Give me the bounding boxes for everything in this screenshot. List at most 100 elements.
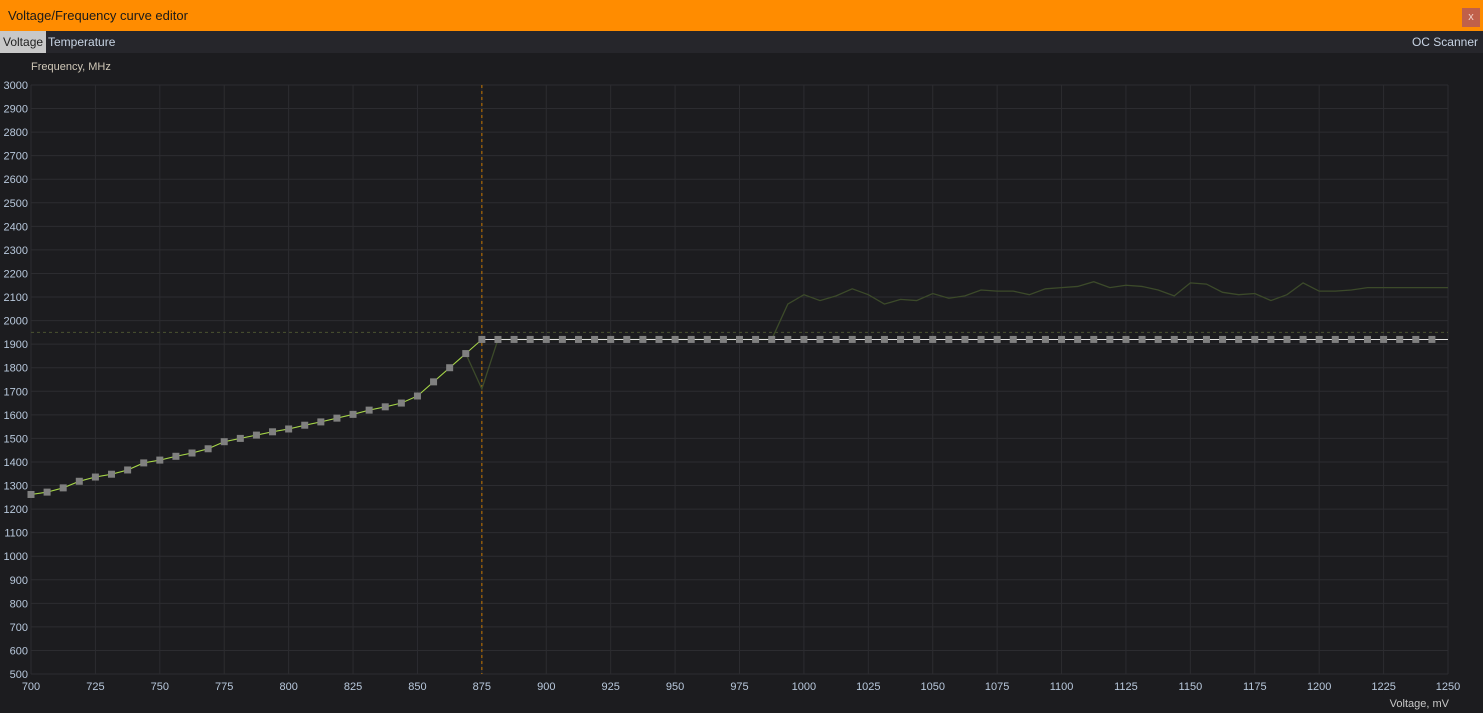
curve-point[interactable]: [832, 335, 840, 343]
curve-point[interactable]: [1380, 335, 1388, 343]
curve-point[interactable]: [27, 490, 35, 498]
curve-point[interactable]: [1315, 335, 1323, 343]
curve-point[interactable]: [655, 335, 663, 343]
curve-point[interactable]: [220, 438, 228, 446]
curve-point[interactable]: [848, 335, 856, 343]
curve-point[interactable]: [1251, 335, 1259, 343]
curve-point[interactable]: [1090, 335, 1098, 343]
curve-point[interactable]: [977, 335, 985, 343]
curve-point[interactable]: [607, 335, 615, 343]
curve-point[interactable]: [59, 484, 67, 492]
curve-point[interactable]: [687, 335, 695, 343]
curve-point[interactable]: [1122, 335, 1130, 343]
curve-point[interactable]: [1009, 335, 1017, 343]
curve-point[interactable]: [542, 335, 550, 343]
curve-point[interactable]: [1138, 335, 1146, 343]
curve-point[interactable]: [75, 477, 83, 485]
curve-point[interactable]: [510, 335, 518, 343]
curve-point[interactable]: [494, 335, 502, 343]
curve-point[interactable]: [381, 403, 389, 411]
y-tick-label: 3000: [4, 80, 28, 92]
curve-point[interactable]: [43, 488, 51, 496]
y-tick-label: 2600: [4, 174, 28, 186]
curve-point[interactable]: [204, 445, 212, 453]
curve-point[interactable]: [1428, 335, 1436, 343]
curve-point[interactable]: [269, 428, 277, 436]
tab-temperature[interactable]: Temperature: [48, 35, 116, 49]
curve-point[interactable]: [574, 335, 582, 343]
curve-point[interactable]: [1396, 335, 1404, 343]
curve-point[interactable]: [1041, 335, 1049, 343]
curve-point[interactable]: [156, 456, 164, 464]
curve-point[interactable]: [1186, 335, 1194, 343]
y-tick-label: 1100: [4, 528, 28, 540]
x-tick-label: 800: [279, 681, 297, 693]
curve-point[interactable]: [1074, 335, 1082, 343]
curve-point[interactable]: [1299, 335, 1307, 343]
curve-point[interactable]: [1235, 335, 1243, 343]
curve-point[interactable]: [1154, 335, 1162, 343]
curve-point[interactable]: [558, 335, 566, 343]
curve-point[interactable]: [929, 335, 937, 343]
curve-point[interactable]: [91, 473, 99, 481]
curve-point[interactable]: [365, 406, 373, 414]
curve-point[interactable]: [1170, 335, 1178, 343]
curve-point[interactable]: [703, 335, 711, 343]
curve-point[interactable]: [1025, 335, 1033, 343]
x-tick-label: 925: [602, 681, 620, 693]
curve-point[interactable]: [478, 335, 486, 343]
curve-point[interactable]: [1412, 335, 1420, 343]
curve-point[interactable]: [172, 452, 180, 460]
curve-point[interactable]: [1283, 335, 1291, 343]
curve-point[interactable]: [140, 459, 148, 467]
curve-point[interactable]: [784, 335, 792, 343]
curve-point[interactable]: [124, 466, 132, 474]
curve-point[interactable]: [768, 335, 776, 343]
close-button[interactable]: x: [1462, 8, 1480, 27]
curve-point[interactable]: [1106, 335, 1114, 343]
curve-point[interactable]: [993, 335, 1001, 343]
tab-voltage[interactable]: Voltage: [0, 31, 47, 53]
curve-point[interactable]: [108, 470, 116, 478]
curve-point[interactable]: [252, 431, 260, 439]
curve-point[interactable]: [462, 350, 470, 358]
curve-point[interactable]: [1331, 335, 1339, 343]
curve-point[interactable]: [671, 335, 679, 343]
curve-point[interactable]: [430, 378, 438, 386]
curve-point[interactable]: [413, 392, 421, 400]
curve-point[interactable]: [349, 410, 357, 418]
curve-point[interactable]: [285, 425, 293, 433]
x-tick-label: 1025: [856, 681, 880, 693]
curve-point[interactable]: [317, 418, 325, 426]
curve-point[interactable]: [1058, 335, 1066, 343]
curve-point[interactable]: [188, 449, 196, 457]
curve-point[interactable]: [880, 335, 888, 343]
oc-scanner-button[interactable]: OC Scanner: [1411, 35, 1478, 49]
curve-point[interactable]: [800, 335, 808, 343]
curve-point[interactable]: [301, 421, 309, 429]
curve-point[interactable]: [333, 414, 341, 422]
curve-point[interactable]: [1347, 335, 1355, 343]
curve-point[interactable]: [446, 364, 454, 372]
curve-point[interactable]: [591, 335, 599, 343]
curve-point[interactable]: [236, 434, 244, 442]
curve-point[interactable]: [816, 335, 824, 343]
curve-point[interactable]: [639, 335, 647, 343]
curve-point[interactable]: [526, 335, 534, 343]
curve-point[interactable]: [1202, 335, 1210, 343]
curve-point[interactable]: [1219, 335, 1227, 343]
curve-point[interactable]: [752, 335, 760, 343]
curve-point[interactable]: [961, 335, 969, 343]
curve-point[interactable]: [945, 335, 953, 343]
curve-point[interactable]: [397, 399, 405, 407]
curve-point[interactable]: [719, 335, 727, 343]
curve-point[interactable]: [913, 335, 921, 343]
curve-point[interactable]: [623, 335, 631, 343]
curve-point[interactable]: [897, 335, 905, 343]
curve-point[interactable]: [864, 335, 872, 343]
y-tick-label: 600: [10, 645, 28, 657]
curve-point[interactable]: [1267, 335, 1275, 343]
curve-point[interactable]: [736, 335, 743, 343]
curve-point[interactable]: [1363, 335, 1371, 343]
